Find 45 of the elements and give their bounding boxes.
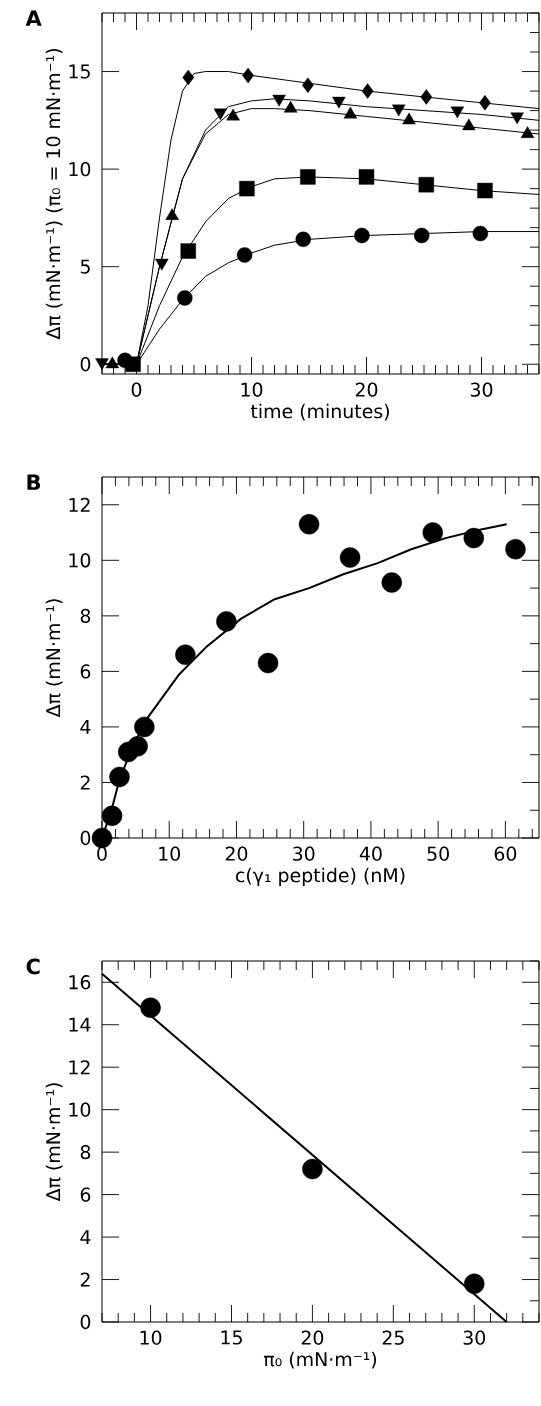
x-tick-label: 50 [427,846,449,861]
chart-title: B [27,474,41,490]
y-tick-label: 6 [80,664,91,679]
x-tick-label: 30 [293,846,315,861]
x-tick-label: 10 [140,1330,162,1345]
y-tick-label: 10 [69,1102,91,1117]
x-tick-label: 20 [225,846,248,861]
y-tick-label: 8 [80,608,91,624]
y-tick-label: 12 [69,497,90,512]
y-tick-label: 15 [69,64,90,79]
y-axis-title: Δπ (mN·m⁻¹) [45,599,63,718]
x-axis-title: time (minutes) [250,403,389,421]
y-tick-label: 0 [80,357,91,372]
y-tick-label: 16 [69,975,91,990]
y-tick-label: 14 [69,1017,91,1032]
y-tick-label: 6 [80,1187,91,1202]
x-tick-label: 0 [97,846,107,861]
y-tick-label: 2 [80,775,90,790]
y-tick-label: 2 [80,1272,90,1287]
x-tick-label: 0 [131,382,142,397]
y-tick-label: 5 [80,259,90,274]
x-tick-label: 60 [494,846,517,861]
x-tick-label: 15 [221,1330,242,1345]
y-tick-label: 0 [80,830,91,846]
x-axis-title: π₀ (mN·m⁻¹) [263,1351,377,1369]
y-tick-label: 10 [69,161,91,177]
chart-title: C [26,958,40,975]
x-tick-label: 40 [359,846,382,861]
x-axis-title: c(γ₁ peptide) (nM) [235,867,405,887]
y-tick-label: 4 [80,1230,91,1244]
y-tick-label: 10 [69,553,91,568]
x-tick-label: 25 [382,1330,404,1345]
chart-title: A [25,10,42,26]
y-tick-label: 4 [80,720,91,734]
x-tick-label: 10 [241,382,263,397]
y-axis-title: Δπ (mN·m⁻¹) (π₀ = 10 mN·m⁻¹) [45,49,63,340]
x-tick-label: 20 [355,382,378,397]
y-tick-label: 8 [80,1144,91,1160]
x-tick-label: 30 [470,382,493,397]
y-tick-label: 12 [69,1060,90,1075]
y-axis-title: Δπ (mN·m⁻¹) [45,1083,63,1202]
x-tick-label: 10 [159,846,181,861]
x-tick-label: 20 [301,1330,324,1345]
x-tick-label: 30 [463,1330,486,1345]
y-tick-label: 0 [80,1314,91,1330]
